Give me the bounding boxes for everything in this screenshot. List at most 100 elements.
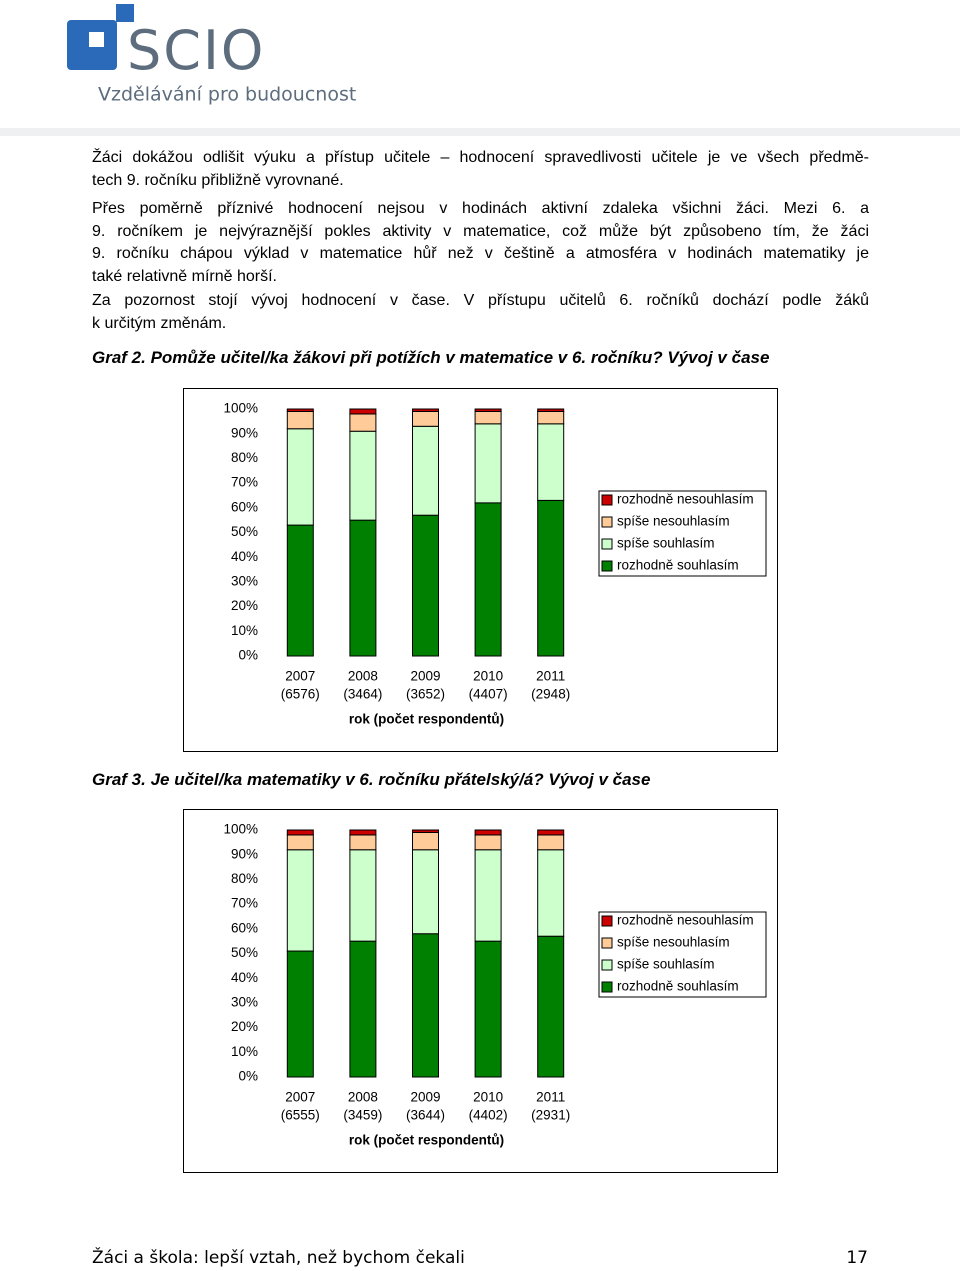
- legend-swatch: [601, 937, 613, 949]
- x-tick-label: 2011: [536, 1090, 565, 1105]
- legend-label: rozhodně souhlasím: [617, 979, 739, 994]
- bar-segment: [412, 829, 439, 833]
- y-tick-label: 70%: [231, 896, 258, 911]
- bar-segment: [286, 410, 314, 430]
- bar-segment: [412, 849, 439, 935]
- bar-segment: [412, 425, 439, 516]
- chart-svg: 0% 10% 20% 30% 40% 50% 60% 70% 80% 90% 100% 2007 (65…: [223, 401, 767, 727]
- legend-label: spíše nesouhlasím: [617, 935, 730, 950]
- bar-segment: [412, 933, 439, 1078]
- legend-swatch: [601, 560, 613, 572]
- bar-segment: [349, 940, 377, 1078]
- x-tick-label: 2011: [536, 669, 565, 684]
- logo-text: SCIO: [127, 19, 265, 82]
- x-tick-label: (3644): [406, 1108, 445, 1123]
- y-tick-label: 0%: [238, 1069, 258, 1084]
- x-tick-label: (4407): [469, 687, 508, 702]
- text-line: Žáci dokážou odlišit výuku a přístup uči…: [92, 149, 869, 166]
- legend-label: rozhodně souhlasím: [617, 558, 739, 573]
- bar-segment: [537, 829, 565, 836]
- text-line: tech 9. ročníku přibližně vyrovnané.: [92, 171, 344, 189]
- bar-segment: [537, 423, 565, 501]
- header-band: [0, 128, 960, 136]
- bar-segment: [474, 849, 502, 942]
- paragraph: Žáci dokážou odlišit výuku a přístup uči…: [92, 147, 869, 192]
- text-line: k určitým změnám.: [92, 314, 227, 332]
- x-tick-label: 2008: [348, 1090, 378, 1105]
- bar-segment: [349, 519, 377, 657]
- x-tick-label: (3652): [406, 687, 445, 702]
- logo-inner: [89, 32, 104, 47]
- y-tick-label: 90%: [231, 425, 258, 440]
- bar-segment: [286, 524, 314, 657]
- bar-segment: [537, 408, 565, 412]
- bar-segment: [412, 514, 439, 657]
- y-tick-label: 80%: [231, 871, 258, 886]
- tagline: Vzdělávání pro budoucnost: [98, 84, 356, 106]
- legend-label: spíše nesouhlasím: [617, 514, 730, 529]
- x-tick-label: 2008: [348, 669, 378, 684]
- bar-segment: [474, 940, 502, 1078]
- bar-segment: [286, 849, 314, 952]
- y-tick-label: 50%: [231, 524, 258, 539]
- chart-title: Graf 3. Je učitel/ka matematiky v 6. roč…: [92, 770, 651, 789]
- x-tick-label: 2009: [410, 1090, 440, 1105]
- text-line: Za pozornost stojí vývoj hodnocení v čas…: [92, 292, 869, 309]
- bar-segment: [537, 834, 565, 851]
- bar-segment: [412, 831, 439, 851]
- bar-segment: [537, 935, 565, 1078]
- y-tick-label: 10%: [231, 623, 258, 638]
- y-tick-label: 90%: [231, 846, 258, 861]
- bar-segment: [537, 849, 565, 937]
- y-tick-label: 60%: [231, 920, 258, 935]
- y-tick-label: 70%: [231, 475, 258, 490]
- y-tick-label: 60%: [231, 499, 258, 514]
- x-axis-title: rok (počet respondentů): [349, 1133, 504, 1148]
- legend-swatch: [601, 959, 613, 971]
- logo-small-square: [116, 4, 134, 22]
- x-axis-title: rok (počet respondentů): [349, 712, 504, 727]
- y-tick-label: 30%: [231, 994, 258, 1009]
- y-tick-label: 100%: [223, 401, 258, 416]
- text-line: také relativně mírně horší.: [92, 267, 277, 285]
- bar-segment: [474, 829, 502, 836]
- x-tick-label: (4402): [469, 1108, 508, 1123]
- y-tick-label: 0%: [238, 648, 258, 663]
- bar-segment: [349, 408, 377, 415]
- legend-box: [598, 490, 767, 577]
- chart: 0% 10% 20% 30% 40% 50% 60% 70% 80% 90% 100% 2007 (65…: [183, 809, 778, 1173]
- bar-segment: [412, 408, 439, 412]
- bar-segment: [474, 502, 502, 657]
- x-tick-label: 2007: [285, 669, 315, 684]
- legend-label: rozhodně nesouhlasím: [617, 492, 754, 507]
- text-line: Přes poměrně příznivé hodnocení nejsou v…: [92, 200, 869, 217]
- bar-segment: [349, 834, 377, 851]
- legend-swatch: [601, 538, 613, 550]
- bar-segment: [349, 413, 377, 432]
- bar-segment: [412, 410, 439, 427]
- bar-segment: [474, 834, 502, 851]
- bar-segment: [537, 499, 565, 657]
- bar-segment: [474, 410, 502, 425]
- footer-text: Žáci a škola: lepší vztah, než bychom če…: [92, 1248, 465, 1268]
- bar-segment: [474, 423, 502, 504]
- x-tick-label: (2948): [531, 687, 570, 702]
- x-tick-label: (2931): [531, 1108, 570, 1123]
- bar-segment: [349, 430, 377, 521]
- bar-segment: [286, 834, 314, 851]
- header: SCIO Vzdělávání pro budoucnost: [0, 4, 960, 136]
- x-tick-label: (3459): [343, 1108, 382, 1123]
- y-tick-label: 20%: [231, 598, 258, 613]
- paragraph: Za pozornost stojí vývoj hodnocení v čas…: [92, 290, 869, 335]
- legend-swatch: [601, 981, 613, 993]
- bar-segment: [286, 950, 314, 1078]
- y-tick-label: 100%: [223, 822, 258, 837]
- bar-segment: [349, 849, 377, 942]
- y-tick-label: 20%: [231, 1019, 258, 1034]
- page-number: 17: [846, 1248, 868, 1268]
- legend-label: rozhodně nesouhlasím: [617, 913, 754, 928]
- text-line: 9. ročníkem je nejvýraznější pokles akti…: [92, 222, 869, 240]
- y-tick-label: 80%: [231, 450, 258, 465]
